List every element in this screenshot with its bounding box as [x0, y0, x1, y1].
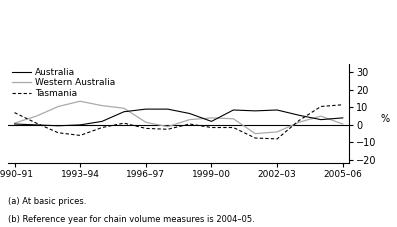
Australia	[12, 123, 17, 125]
Australia	[143, 108, 148, 111]
Western Australia	[318, 115, 323, 118]
Tasmania	[56, 131, 61, 134]
Text: (a) At basic prices.: (a) At basic prices.	[8, 197, 86, 206]
Western Australia	[34, 115, 39, 118]
Text: (b) Reference year for chain volume measures is 2004–05.: (b) Reference year for chain volume meas…	[8, 215, 255, 225]
Australia	[187, 112, 192, 115]
Western Australia	[231, 117, 236, 120]
Tasmania	[318, 105, 323, 108]
Western Australia	[165, 125, 170, 128]
Tasmania	[187, 123, 192, 125]
Australia	[275, 109, 279, 111]
Tasmania	[231, 126, 236, 129]
Western Australia	[78, 100, 83, 103]
Tasmania	[100, 126, 104, 129]
Western Australia	[187, 118, 192, 121]
Australia	[121, 110, 126, 113]
Western Australia	[121, 107, 126, 110]
Western Australia	[56, 105, 61, 108]
Western Australia	[253, 132, 258, 135]
Line: Western Australia: Western Australia	[15, 101, 343, 134]
Western Australia	[143, 121, 148, 124]
Australia	[165, 108, 170, 111]
Australia	[209, 120, 214, 123]
Tasmania	[165, 128, 170, 131]
Western Australia	[209, 116, 214, 119]
Western Australia	[12, 122, 17, 124]
Tasmania	[209, 126, 214, 129]
Tasmania	[275, 138, 279, 140]
Tasmania	[253, 137, 258, 139]
Australia	[231, 109, 236, 111]
Western Australia	[340, 123, 345, 125]
Tasmania	[78, 134, 83, 137]
Line: Tasmania: Tasmania	[15, 105, 343, 139]
Australia	[78, 123, 83, 126]
Western Australia	[297, 121, 301, 124]
Tasmania	[340, 103, 345, 106]
Tasmania	[143, 127, 148, 130]
Australia	[297, 114, 301, 117]
Australia	[318, 118, 323, 121]
Western Australia	[100, 104, 104, 107]
Tasmania	[297, 119, 301, 122]
Western Australia	[275, 131, 279, 133]
Legend: Australia, Western Australia, Tasmania: Australia, Western Australia, Tasmania	[12, 68, 115, 98]
Australia	[34, 123, 39, 126]
Australia	[56, 124, 61, 127]
Y-axis label: %: %	[381, 114, 390, 123]
Australia	[100, 120, 104, 123]
Australia	[253, 109, 258, 112]
Australia	[340, 116, 345, 119]
Tasmania	[121, 122, 126, 124]
Tasmania	[12, 111, 17, 114]
Tasmania	[34, 122, 39, 124]
Line: Australia: Australia	[15, 109, 343, 126]
